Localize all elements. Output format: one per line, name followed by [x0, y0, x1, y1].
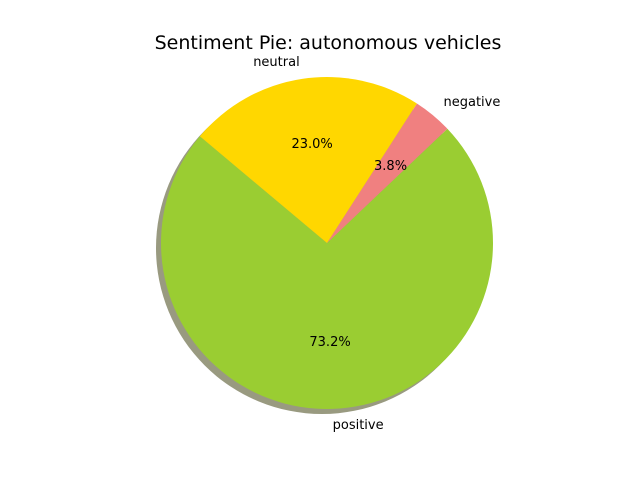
slice-label-neutral: neutral — [253, 55, 300, 70]
slice-label-positive: positive — [333, 418, 384, 433]
percent-label-neutral: 23.0% — [291, 137, 332, 152]
slice-label-negative: negative — [443, 95, 500, 110]
pie-group: positive 73.2% negative 3.8% neutral 23.0% — [156, 55, 500, 433]
percent-label-positive: 73.2% — [309, 335, 350, 350]
percent-label-negative: 3.8% — [374, 159, 407, 174]
pie-slice-positive — [161, 128, 494, 410]
pie-slice-neutral — [199, 77, 417, 243]
pie-slice-negative — [327, 103, 448, 243]
chart-title: Sentiment Pie: autonomous vehicles — [155, 32, 502, 54]
